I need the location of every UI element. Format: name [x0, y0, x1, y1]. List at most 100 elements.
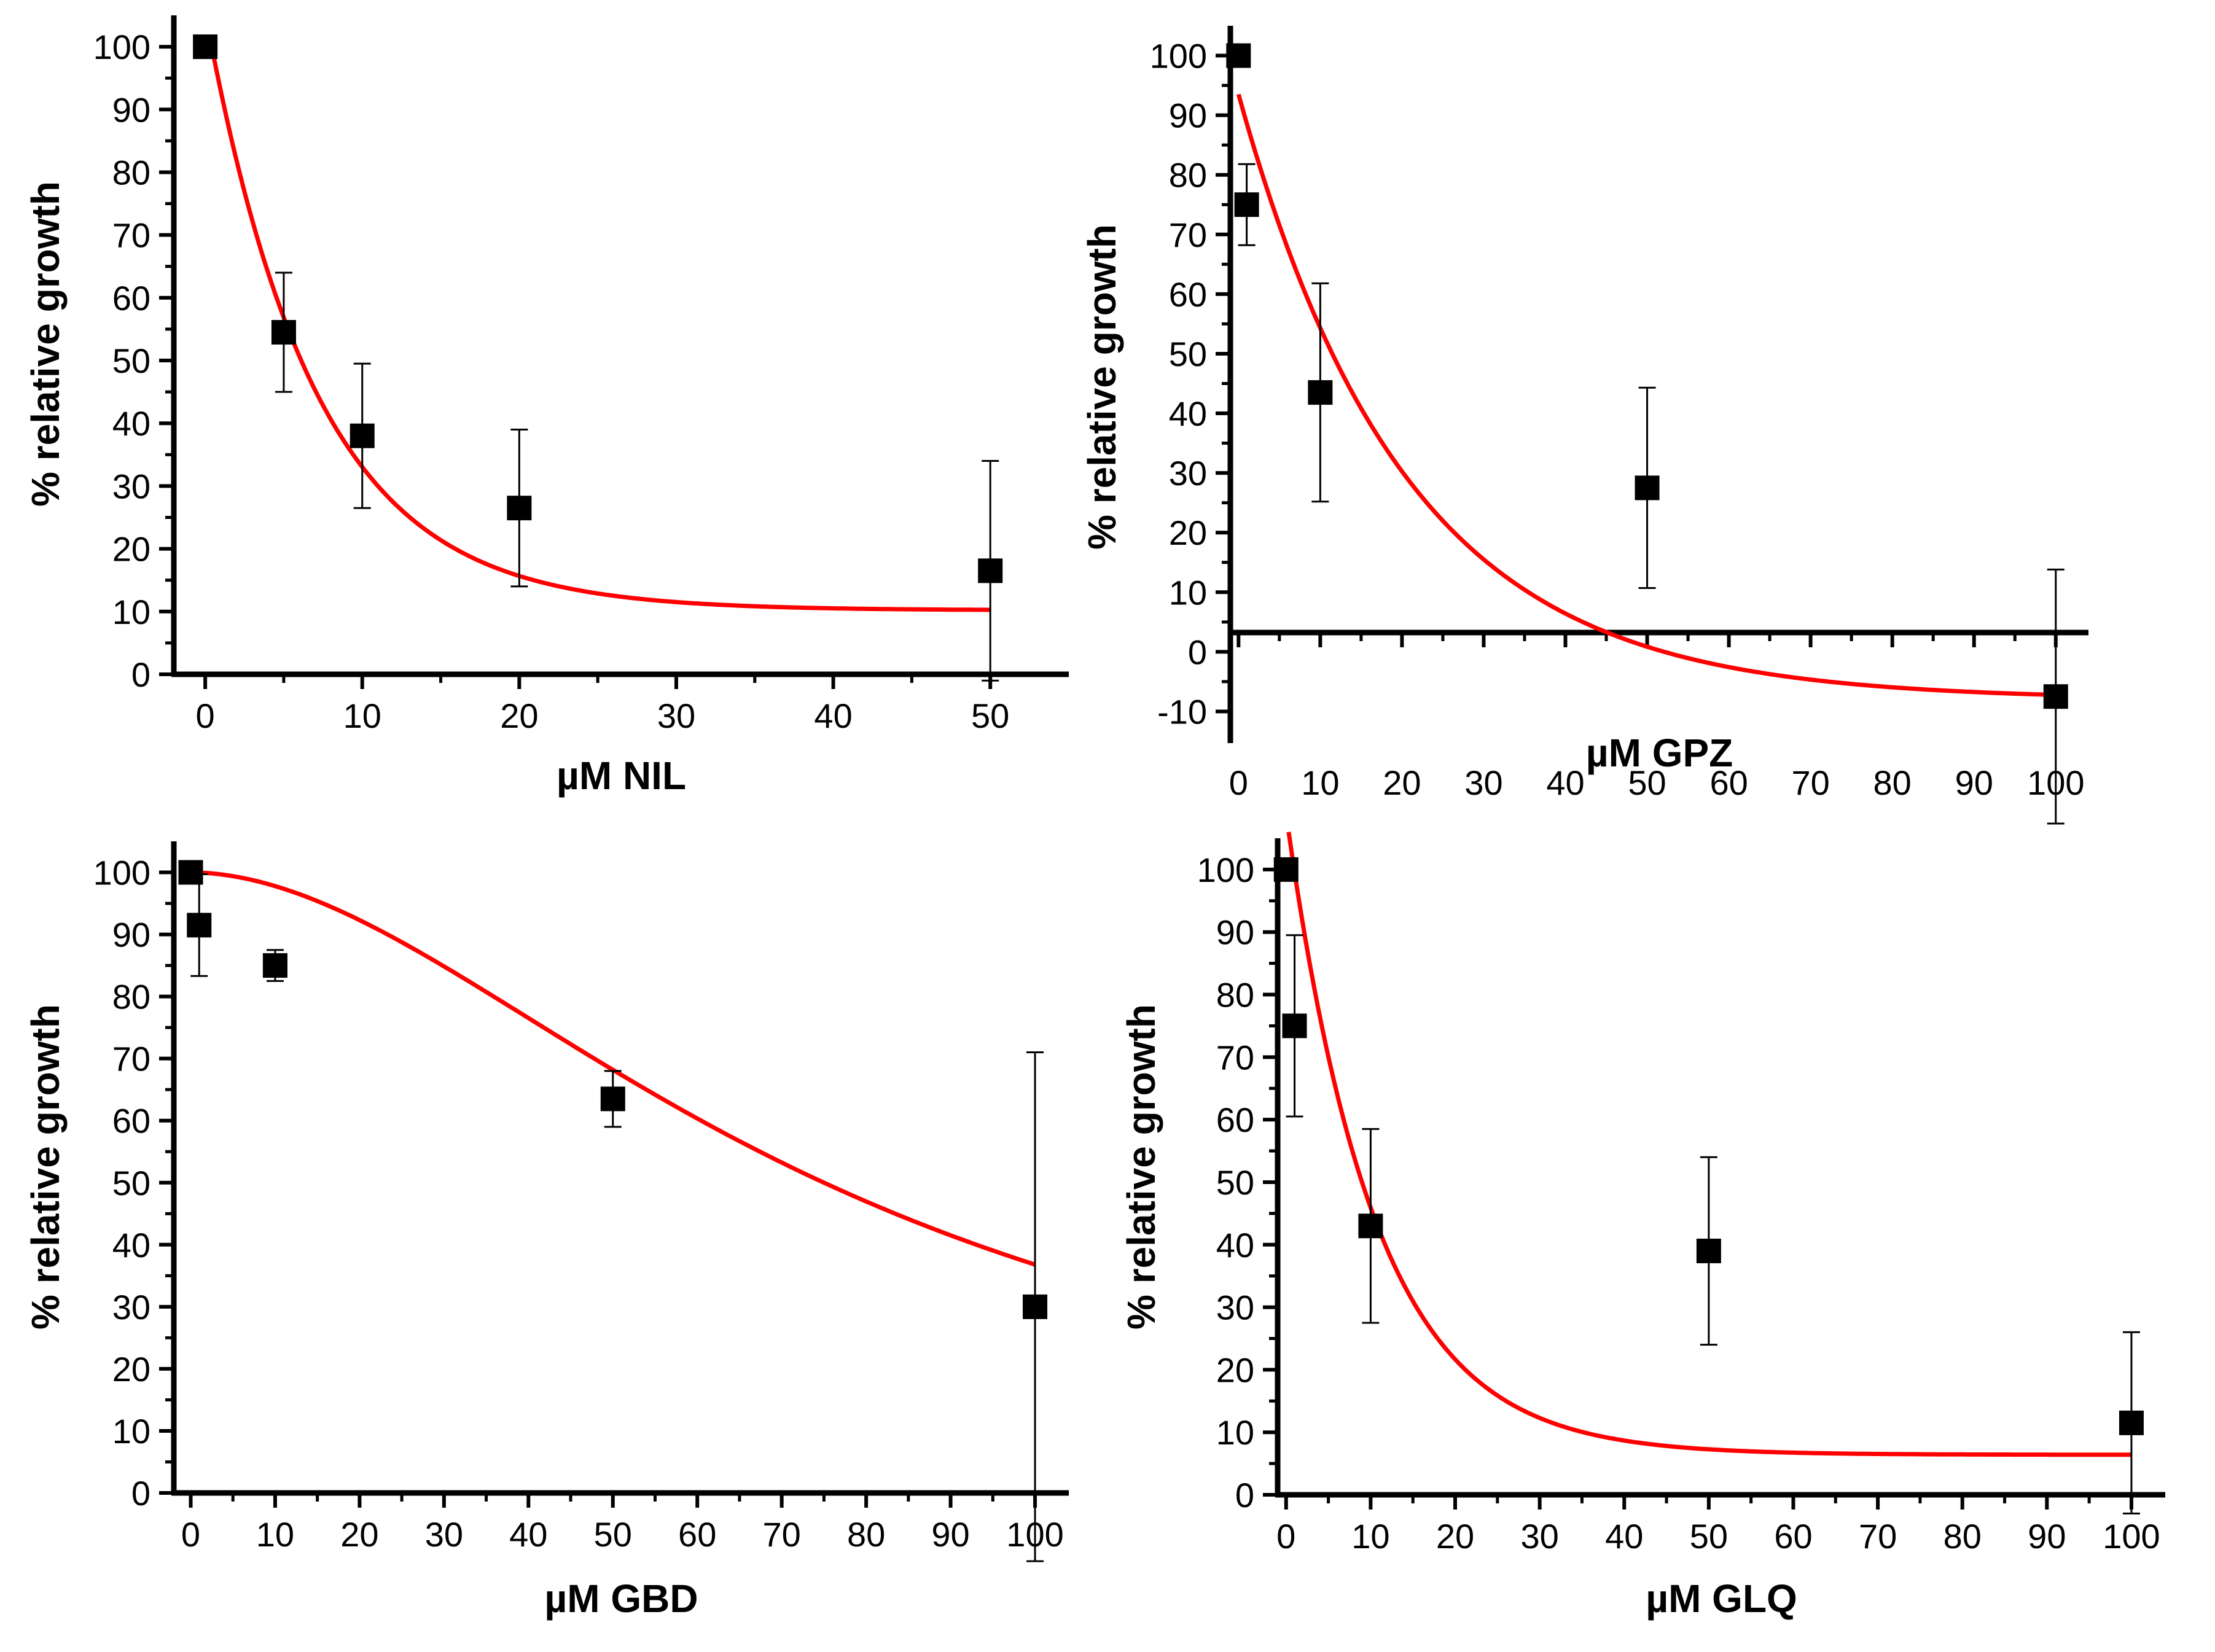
data-point [600, 1086, 625, 1112]
data-point [1023, 1294, 1048, 1319]
y-tick-label: 30 [112, 1288, 150, 1327]
x-tick-label: 0 [196, 696, 215, 735]
y-axis-title: % relative growth [23, 181, 68, 507]
data-point [187, 913, 212, 938]
y-tick-label: 0 [1188, 633, 1207, 671]
fit-curve [1286, 832, 2131, 1457]
fit-curve [1236, 93, 2056, 697]
data-point [978, 558, 1003, 583]
y-tick-label: 20 [1169, 513, 1207, 552]
x-tick-label: 40 [509, 1515, 547, 1554]
y-axis-title: % relative growth [1080, 224, 1124, 550]
data-point [262, 953, 287, 978]
x-tick-label: 20 [340, 1515, 378, 1554]
x-tick-label: 30 [657, 696, 695, 735]
y-axis-title: % relative growth [1119, 1004, 1163, 1330]
x-tick-label: 80 [1873, 763, 1912, 802]
y-tick-label: 20 [112, 1350, 150, 1389]
y-tick-label: 90 [1169, 96, 1207, 135]
x-axis-title: µM GPZ [1586, 731, 1733, 775]
y-tick-label: -10 [1157, 692, 1207, 731]
y-tick-label: 20 [1216, 1350, 1254, 1389]
y-tick-label: 30 [1216, 1288, 1254, 1327]
x-tick-label: 60 [1709, 763, 1748, 802]
x-tick-label: 50 [1628, 763, 1666, 802]
y-tick-label: 90 [112, 90, 150, 129]
x-axis-title: µM GLQ [1646, 1576, 1797, 1621]
x-tick-label: 50 [1690, 1517, 1728, 1556]
x-axis-title: µM GBD [544, 1576, 698, 1621]
x-tick-label: 70 [763, 1515, 801, 1554]
y-tick-label: 80 [1169, 156, 1207, 195]
y-tick-label: 100 [1150, 37, 1207, 76]
chart-nil: 0 10 20 30 40 50 60 70 80 90 100 0 10 20 30 40 50 µM NIL%… [23, 15, 1069, 798]
x-tick-label: 30 [1464, 763, 1502, 802]
x-tick-label: 70 [1791, 763, 1829, 802]
y-tick-label: 0 [131, 1474, 150, 1513]
data-point [1282, 1013, 1307, 1038]
y-tick-label: 60 [1216, 1101, 1254, 1139]
y-tick-label: 10 [1169, 573, 1207, 612]
data-point [507, 496, 532, 521]
y-tick-label: 0 [1235, 1476, 1254, 1514]
x-tick-label: 90 [931, 1515, 969, 1554]
y-tick-label: 40 [112, 404, 150, 443]
x-tick-label: 70 [1859, 1517, 1897, 1556]
y-tick-label: 50 [1216, 1163, 1254, 1202]
y-tick-label: 60 [1169, 275, 1207, 314]
chart-gpz: -10 0 10 20 30 40 50 60 70 80 90 100 0 10 20 30 40 50 60 70… [1080, 26, 2088, 825]
x-tick-label: 60 [1774, 1517, 1812, 1556]
data-point [1234, 192, 1259, 217]
x-tick-label: 10 [1351, 1517, 1389, 1556]
y-tick-label: 10 [1216, 1413, 1254, 1452]
data-point [1308, 380, 1333, 405]
y-tick-label: 100 [93, 28, 150, 66]
x-tick-label: 10 [256, 1515, 294, 1554]
chart-panel-gpz: -10 0 10 20 30 40 50 60 70 80 90 100 0 10 20 30 40 50 60 70… [1057, 0, 2215, 825]
x-tick-label: 80 [1943, 1517, 1982, 1556]
y-tick-label: 100 [93, 854, 150, 892]
data-point [1635, 475, 1660, 501]
y-tick-label: 50 [112, 1164, 150, 1202]
x-tick-label: 10 [343, 696, 381, 735]
x-tick-label: 10 [1301, 763, 1339, 802]
x-tick-label: 20 [1436, 1517, 1474, 1556]
y-tick-label: 70 [112, 216, 150, 255]
y-tick-label: 0 [131, 655, 150, 694]
y-tick-label: 50 [1169, 335, 1207, 373]
y-tick-label: 80 [112, 153, 150, 192]
x-tick-label: 0 [1276, 1517, 1295, 1556]
y-tick-label: 60 [112, 279, 150, 318]
y-tick-label: 20 [112, 530, 150, 569]
y-tick-label: 70 [1169, 216, 1207, 254]
chart-gbd: 0 10 20 30 40 50 60 70 80 90 100 0 10 20 30 40 50 60 70 80 9… [23, 841, 1069, 1621]
y-tick-label: 10 [112, 1412, 150, 1451]
y-tick-label: 60 [112, 1102, 150, 1140]
x-axis-title: µM NIL [557, 754, 686, 798]
y-tick-label: 40 [112, 1226, 150, 1264]
y-tick-label: 90 [1216, 913, 1254, 952]
x-tick-label: 50 [594, 1515, 632, 1554]
x-tick-label: 60 [678, 1515, 716, 1554]
x-tick-label: 0 [1229, 763, 1248, 802]
y-tick-label: 80 [112, 978, 150, 1016]
data-point [2119, 1410, 2144, 1435]
x-tick-label: 40 [1546, 763, 1584, 802]
y-tick-label: 10 [112, 593, 150, 631]
data-point [271, 320, 296, 345]
data-point [1273, 857, 1299, 882]
data-point [1358, 1214, 1383, 1239]
y-tick-label: 40 [1216, 1226, 1254, 1264]
x-tick-label: 20 [1383, 763, 1421, 802]
chart-panel-gbd: 0 10 20 30 40 50 60 70 80 90 100 0 10 20 30 40 50 60 70 80 9… [0, 811, 1093, 1652]
x-tick-label: 30 [425, 1515, 463, 1554]
data-point [1696, 1238, 1721, 1263]
y-tick-label: 70 [112, 1040, 150, 1078]
x-tick-label: 50 [971, 696, 1009, 735]
x-tick-label: 90 [1955, 763, 1993, 802]
chart-glq: 0 10 20 30 40 50 60 70 80 90 100 0 10 20 30 40 50 60 70 80 9… [1119, 832, 2165, 1621]
chart-panel-glq: 0 10 20 30 40 50 60 70 80 90 100 0 10 20 30 40 50 60 70 80 9… [1093, 811, 2215, 1652]
data-point [350, 423, 375, 448]
y-tick-label: 30 [1169, 454, 1207, 493]
y-axis-title: % relative growth [23, 1004, 68, 1330]
